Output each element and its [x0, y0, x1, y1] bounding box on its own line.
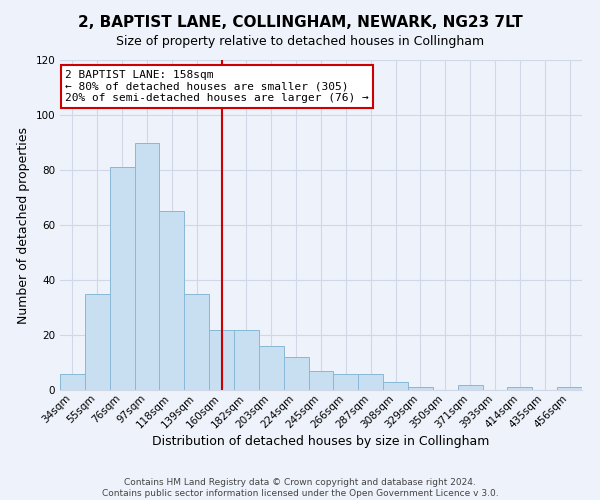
Text: Contains HM Land Registry data © Crown copyright and database right 2024.
Contai: Contains HM Land Registry data © Crown c…: [101, 478, 499, 498]
Bar: [184, 294, 209, 390]
Bar: [259, 346, 284, 390]
Bar: [60, 374, 85, 390]
Bar: [209, 330, 234, 390]
Bar: [234, 330, 259, 390]
Y-axis label: Number of detached properties: Number of detached properties: [17, 126, 30, 324]
Bar: [408, 387, 433, 390]
Bar: [458, 384, 482, 390]
Text: 2 BAPTIST LANE: 158sqm
← 80% of detached houses are smaller (305)
20% of semi-de: 2 BAPTIST LANE: 158sqm ← 80% of detached…: [65, 70, 369, 103]
Bar: [358, 374, 383, 390]
Text: 2, BAPTIST LANE, COLLINGHAM, NEWARK, NG23 7LT: 2, BAPTIST LANE, COLLINGHAM, NEWARK, NG2…: [77, 15, 523, 30]
Bar: [508, 387, 532, 390]
Bar: [383, 382, 408, 390]
Bar: [134, 142, 160, 390]
Bar: [160, 211, 184, 390]
Bar: [334, 374, 358, 390]
Bar: [557, 387, 582, 390]
X-axis label: Distribution of detached houses by size in Collingham: Distribution of detached houses by size …: [152, 435, 490, 448]
Bar: [308, 371, 334, 390]
Bar: [85, 294, 110, 390]
Bar: [110, 167, 134, 390]
Text: Size of property relative to detached houses in Collingham: Size of property relative to detached ho…: [116, 35, 484, 48]
Bar: [284, 357, 308, 390]
